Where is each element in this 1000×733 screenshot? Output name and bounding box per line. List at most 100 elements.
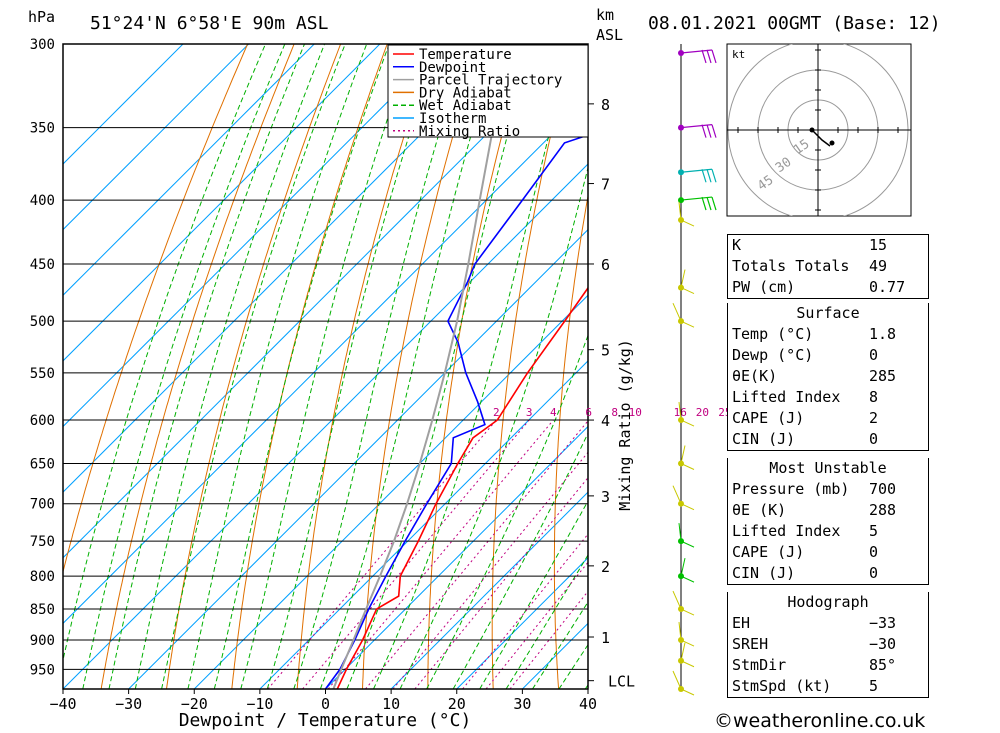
mixing-ratio-line bbox=[267, 419, 497, 689]
table-row: SREH −30 bbox=[728, 634, 928, 655]
row-label: Temp (°C) bbox=[732, 325, 814, 343]
wind-barb bbox=[680, 219, 695, 227]
x-tick-label: −30 bbox=[115, 695, 142, 713]
row-label: Lifted Index bbox=[732, 388, 841, 406]
km-tick-label: 5 bbox=[601, 342, 610, 360]
wind-barb bbox=[680, 445, 686, 464]
legend-label: Parcel Trajectory bbox=[419, 73, 562, 89]
mixing-ratio-line bbox=[392, 451, 588, 689]
pressure-tick-label: 950 bbox=[30, 662, 55, 678]
wet-adiabat-line bbox=[240, 44, 414, 689]
table-row: EH −33 bbox=[728, 613, 928, 634]
mixing-ratio-label: 10 bbox=[629, 406, 642, 419]
pressure-tick-label: 700 bbox=[30, 497, 55, 513]
hodograph-unit: kt bbox=[732, 48, 745, 61]
copyright-footer[interactable]: ©weatheronline.co.uk bbox=[714, 710, 926, 732]
wind-barb bbox=[672, 485, 682, 504]
wind-barb-flag bbox=[711, 49, 717, 64]
wet-adiabat-line bbox=[319, 44, 499, 689]
wind-barb bbox=[680, 463, 695, 470]
table-row: Temp (°C) 1.8 bbox=[728, 324, 928, 345]
mixing-ratio-line bbox=[327, 419, 554, 689]
x-tick-label: −20 bbox=[181, 695, 208, 713]
pressure-tick-label: 850 bbox=[30, 602, 55, 618]
wind-barb-flag bbox=[701, 124, 707, 138]
wet-adiabat-line bbox=[134, 44, 326, 689]
wind-barb bbox=[680, 269, 686, 288]
table-row: Totals Totals 49 bbox=[728, 256, 928, 277]
wind-barb bbox=[680, 608, 695, 616]
wind-barb-flag bbox=[701, 169, 707, 183]
background-lines bbox=[63, 44, 1000, 689]
wet-adiabat-line bbox=[399, 165, 588, 689]
wind-barb bbox=[680, 540, 695, 548]
row-label: K bbox=[732, 236, 742, 254]
x-tick-label: −40 bbox=[49, 695, 76, 713]
x-tick-label: 20 bbox=[448, 695, 466, 713]
table-row: CAPE (J) 2 bbox=[728, 408, 928, 429]
asl-label: ASL bbox=[596, 26, 623, 44]
mixing-ratio-label: 4 bbox=[550, 406, 557, 419]
row-label: CIN (J) bbox=[732, 564, 796, 582]
hodograph-ring-label: 30 bbox=[773, 155, 794, 176]
mixing-ratio-label: 8 bbox=[611, 406, 618, 419]
table-row: θE(K) 285 bbox=[728, 366, 928, 387]
location-title: 51°24'N 6°58'E 90m ASL bbox=[90, 13, 329, 34]
hodograph-trace bbox=[811, 129, 831, 147]
row-label: CAPE (J) bbox=[732, 543, 805, 561]
wind-barb bbox=[680, 287, 695, 295]
row-label: Lifted Index bbox=[732, 522, 841, 540]
isotherm-line bbox=[63, 97, 588, 625]
dry-adiabat-line bbox=[100, 44, 295, 689]
mixing-ratio-label: 2 bbox=[493, 406, 500, 419]
wind-barb bbox=[672, 302, 682, 322]
wind-barb bbox=[680, 575, 695, 583]
isotherm-line bbox=[63, 163, 588, 689]
hodograph-ring-label: 45 bbox=[755, 173, 776, 194]
dry-adiabat-line bbox=[296, 44, 435, 689]
parcel-trajectory-profile bbox=[332, 44, 513, 689]
wind-barb-flag bbox=[701, 49, 707, 64]
dry-adiabat-line bbox=[941, 44, 1000, 689]
x-tick-label: 30 bbox=[513, 695, 531, 713]
surface-title: Surface bbox=[796, 304, 860, 322]
dry-adiabat-line bbox=[63, 44, 249, 574]
legend-box bbox=[387, 44, 589, 138]
pressure-tick-label: 650 bbox=[30, 456, 55, 472]
wet-adiabat-line bbox=[213, 44, 390, 689]
wind-barb-flag bbox=[706, 124, 712, 138]
row-value: 5 bbox=[869, 677, 879, 695]
hodograph-point bbox=[809, 127, 815, 133]
km-tick-label: 1 bbox=[601, 629, 610, 647]
wind-barb-flag bbox=[701, 196, 707, 211]
wet-adiabat-line bbox=[266, 44, 440, 689]
wind-barb bbox=[678, 402, 682, 421]
isotherm-line bbox=[63, 44, 184, 165]
isotherm-line bbox=[63, 44, 446, 428]
row-label: CIN (J) bbox=[732, 430, 796, 448]
table-row: StmSpd (kt) 5 bbox=[728, 676, 928, 697]
dry-adiabat-line bbox=[362, 44, 481, 689]
wind-barb-flag bbox=[706, 169, 712, 183]
wet-adiabat-line bbox=[426, 334, 588, 689]
row-value: 0 bbox=[869, 430, 879, 448]
x-tick-label: −10 bbox=[246, 695, 273, 713]
row-value: 1.8 bbox=[869, 325, 897, 343]
wet-adiabat-line bbox=[63, 44, 266, 663]
surface-table: Surface Temp (°C) 1.8 Dewp (°C) 0 θE(K) 285 Li… bbox=[727, 303, 929, 451]
pressure-tick-label: 350 bbox=[30, 121, 55, 137]
pressure-tick-label: 550 bbox=[30, 366, 55, 382]
row-value: 49 bbox=[869, 257, 888, 275]
km-tick-label: 6 bbox=[601, 256, 610, 274]
dry-adiabat-line bbox=[166, 44, 342, 689]
wet-adiabat-line bbox=[293, 44, 468, 689]
isotherm-line bbox=[128, 228, 588, 689]
hodograph-ring-label: 15 bbox=[791, 137, 812, 158]
pressure-tick-label: 750 bbox=[30, 534, 55, 550]
wet-adiabat-line bbox=[373, 44, 574, 689]
wind-barb bbox=[672, 670, 682, 690]
km-label: km bbox=[596, 6, 614, 24]
axes: −40 −30 −20 −10 0 10 20 30 40 8 7 6 5 4 3 2 1 LCL bbox=[49, 96, 635, 713]
mixing-ratio-axis-label: Mixing Ratio (g/kg) bbox=[616, 339, 634, 511]
